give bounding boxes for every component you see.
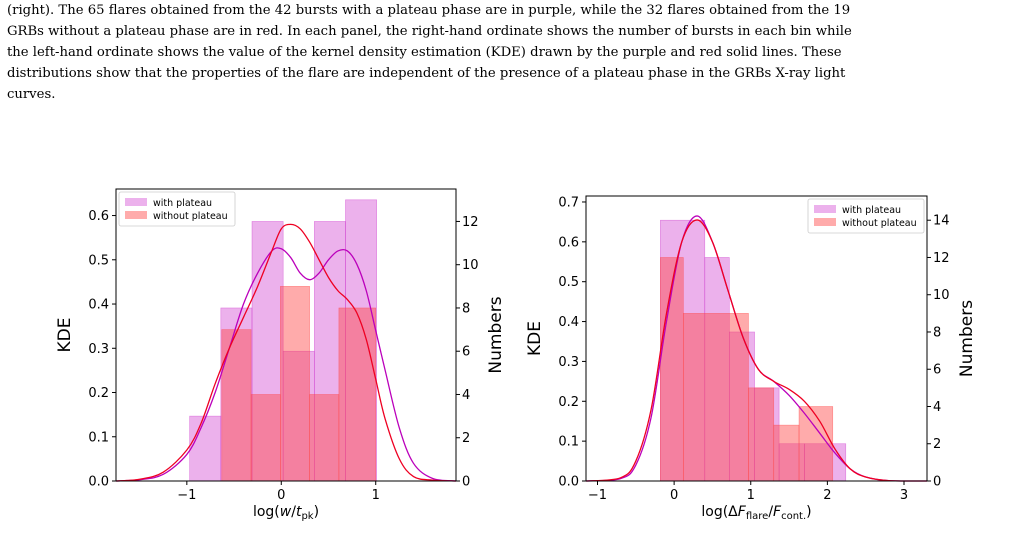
legend-label: with plateau [153,198,212,209]
y-right-tick-label: 10 [933,288,950,303]
caption-line: GRBs without a plateau phase are in red.… [7,24,852,39]
y-right-tick-label: 10 [462,258,479,273]
y-right-tick-label: 12 [933,251,950,266]
bar [748,387,775,482]
x-tick-label: −1 [588,488,607,503]
y-tick-label: 0.6 [88,209,109,224]
bar [728,331,755,482]
legend-box [807,198,925,234]
kde-line-without-plateau [115,223,457,482]
bar [773,424,800,482]
y-right-tick-label: 0 [933,475,941,490]
histogram-with-plateau [189,199,377,482]
legend-label: without plateau [153,211,228,222]
bar [660,219,706,482]
y-tick-label: 0.0 [558,475,579,490]
legend-box [118,191,236,227]
bar [754,387,780,482]
y-tick-label: 0.2 [88,386,109,401]
histogram-with-plateau [660,219,847,482]
y-right-tick-label: 0 [462,475,470,490]
bar [804,443,847,482]
histogram-without-plateau [221,286,377,482]
bar [704,257,730,482]
figure-caption: (right). The 65 flares obtained from the… [7,0,1027,105]
y-tick-label: 0.4 [558,315,579,330]
y-right-tick-label: 8 [462,301,470,316]
y-right-tick-label: 4 [933,400,941,415]
x-axis-label: log(w/tpk) [253,504,319,522]
y-right-tick-label: 14 [933,214,950,229]
caption-line: the left-hand ordinate shows the value o… [7,45,842,60]
y-right-axis-label: Numbers [957,300,977,377]
x-tick-label: 0 [670,488,678,503]
legend-swatch [125,211,147,219]
y-right-axis-label: Numbers [486,296,506,373]
x-tick-label: −1 [177,488,196,503]
bar [309,394,340,482]
y-tick-label: 0.5 [88,253,109,268]
y-axis-label: KDE [525,321,545,356]
legend-swatch [125,198,147,206]
bar [280,286,310,482]
bar [338,307,377,482]
bar [282,350,315,482]
x-tick-label: 3 [900,488,908,503]
y-right-tick-label: 4 [462,388,470,403]
x-axis-label: log(ΔFflare/Fcont.) [701,504,811,522]
kde-line-with-plateau [115,247,457,482]
legend-label: without plateau [842,218,917,229]
x-tick-label: 1 [372,488,380,503]
bar [220,307,253,482]
y-right-tick-label: 8 [933,325,941,340]
y-tick-label: 0.4 [88,298,109,313]
y-right-tick-label: 6 [933,363,941,378]
legend: with plateau without plateau [807,198,925,234]
bar [251,221,284,482]
y-tick-label: 0.3 [88,342,109,357]
y-tick-label: 0.7 [558,195,579,210]
y-axis-label: KDE [55,318,75,353]
caption-line: curves. [7,87,56,102]
bar [314,221,346,482]
legend-label: with plateau [842,205,901,216]
legend: with plateau without plateau [118,191,236,227]
y-tick-label: 0.2 [558,395,579,410]
axes-frame [115,188,457,482]
x-tick-label: 1 [747,488,755,503]
axes-frame [585,195,928,482]
y-tick-label: 0.3 [558,355,579,370]
y-tick-label: 0.0 [88,475,109,490]
plot-area-0: 0.0 0.1 0.2 0.3 0.4 0.5 0.6 0 2 4 6 8 10 12 −1 0 1 KDE Num… [55,188,506,522]
x-tick-label: 0 [277,488,285,503]
caption-line: distributions show that the properties o… [7,66,846,81]
bar [345,199,377,482]
y-tick-label: 0.6 [558,235,579,250]
x-tick-label: 2 [823,488,831,503]
y-right-tick-label: 2 [462,431,470,446]
y-tick-label: 0.1 [558,435,579,450]
caption-line: (right). The 65 flares obtained from the… [7,3,851,18]
y-right-tick-label: 2 [933,437,941,452]
legend-swatch [814,218,836,226]
y-right-tick-label: 12 [462,215,479,230]
kde-line-without-plateau [585,219,928,482]
y-tick-label: 0.1 [88,430,109,445]
histogram-without-plateau [660,257,834,482]
bar [683,313,749,482]
y-right-tick-label: 6 [462,345,470,360]
y-tick-label: 0.5 [558,275,579,290]
legend-swatch [814,205,836,213]
bar [250,394,281,482]
